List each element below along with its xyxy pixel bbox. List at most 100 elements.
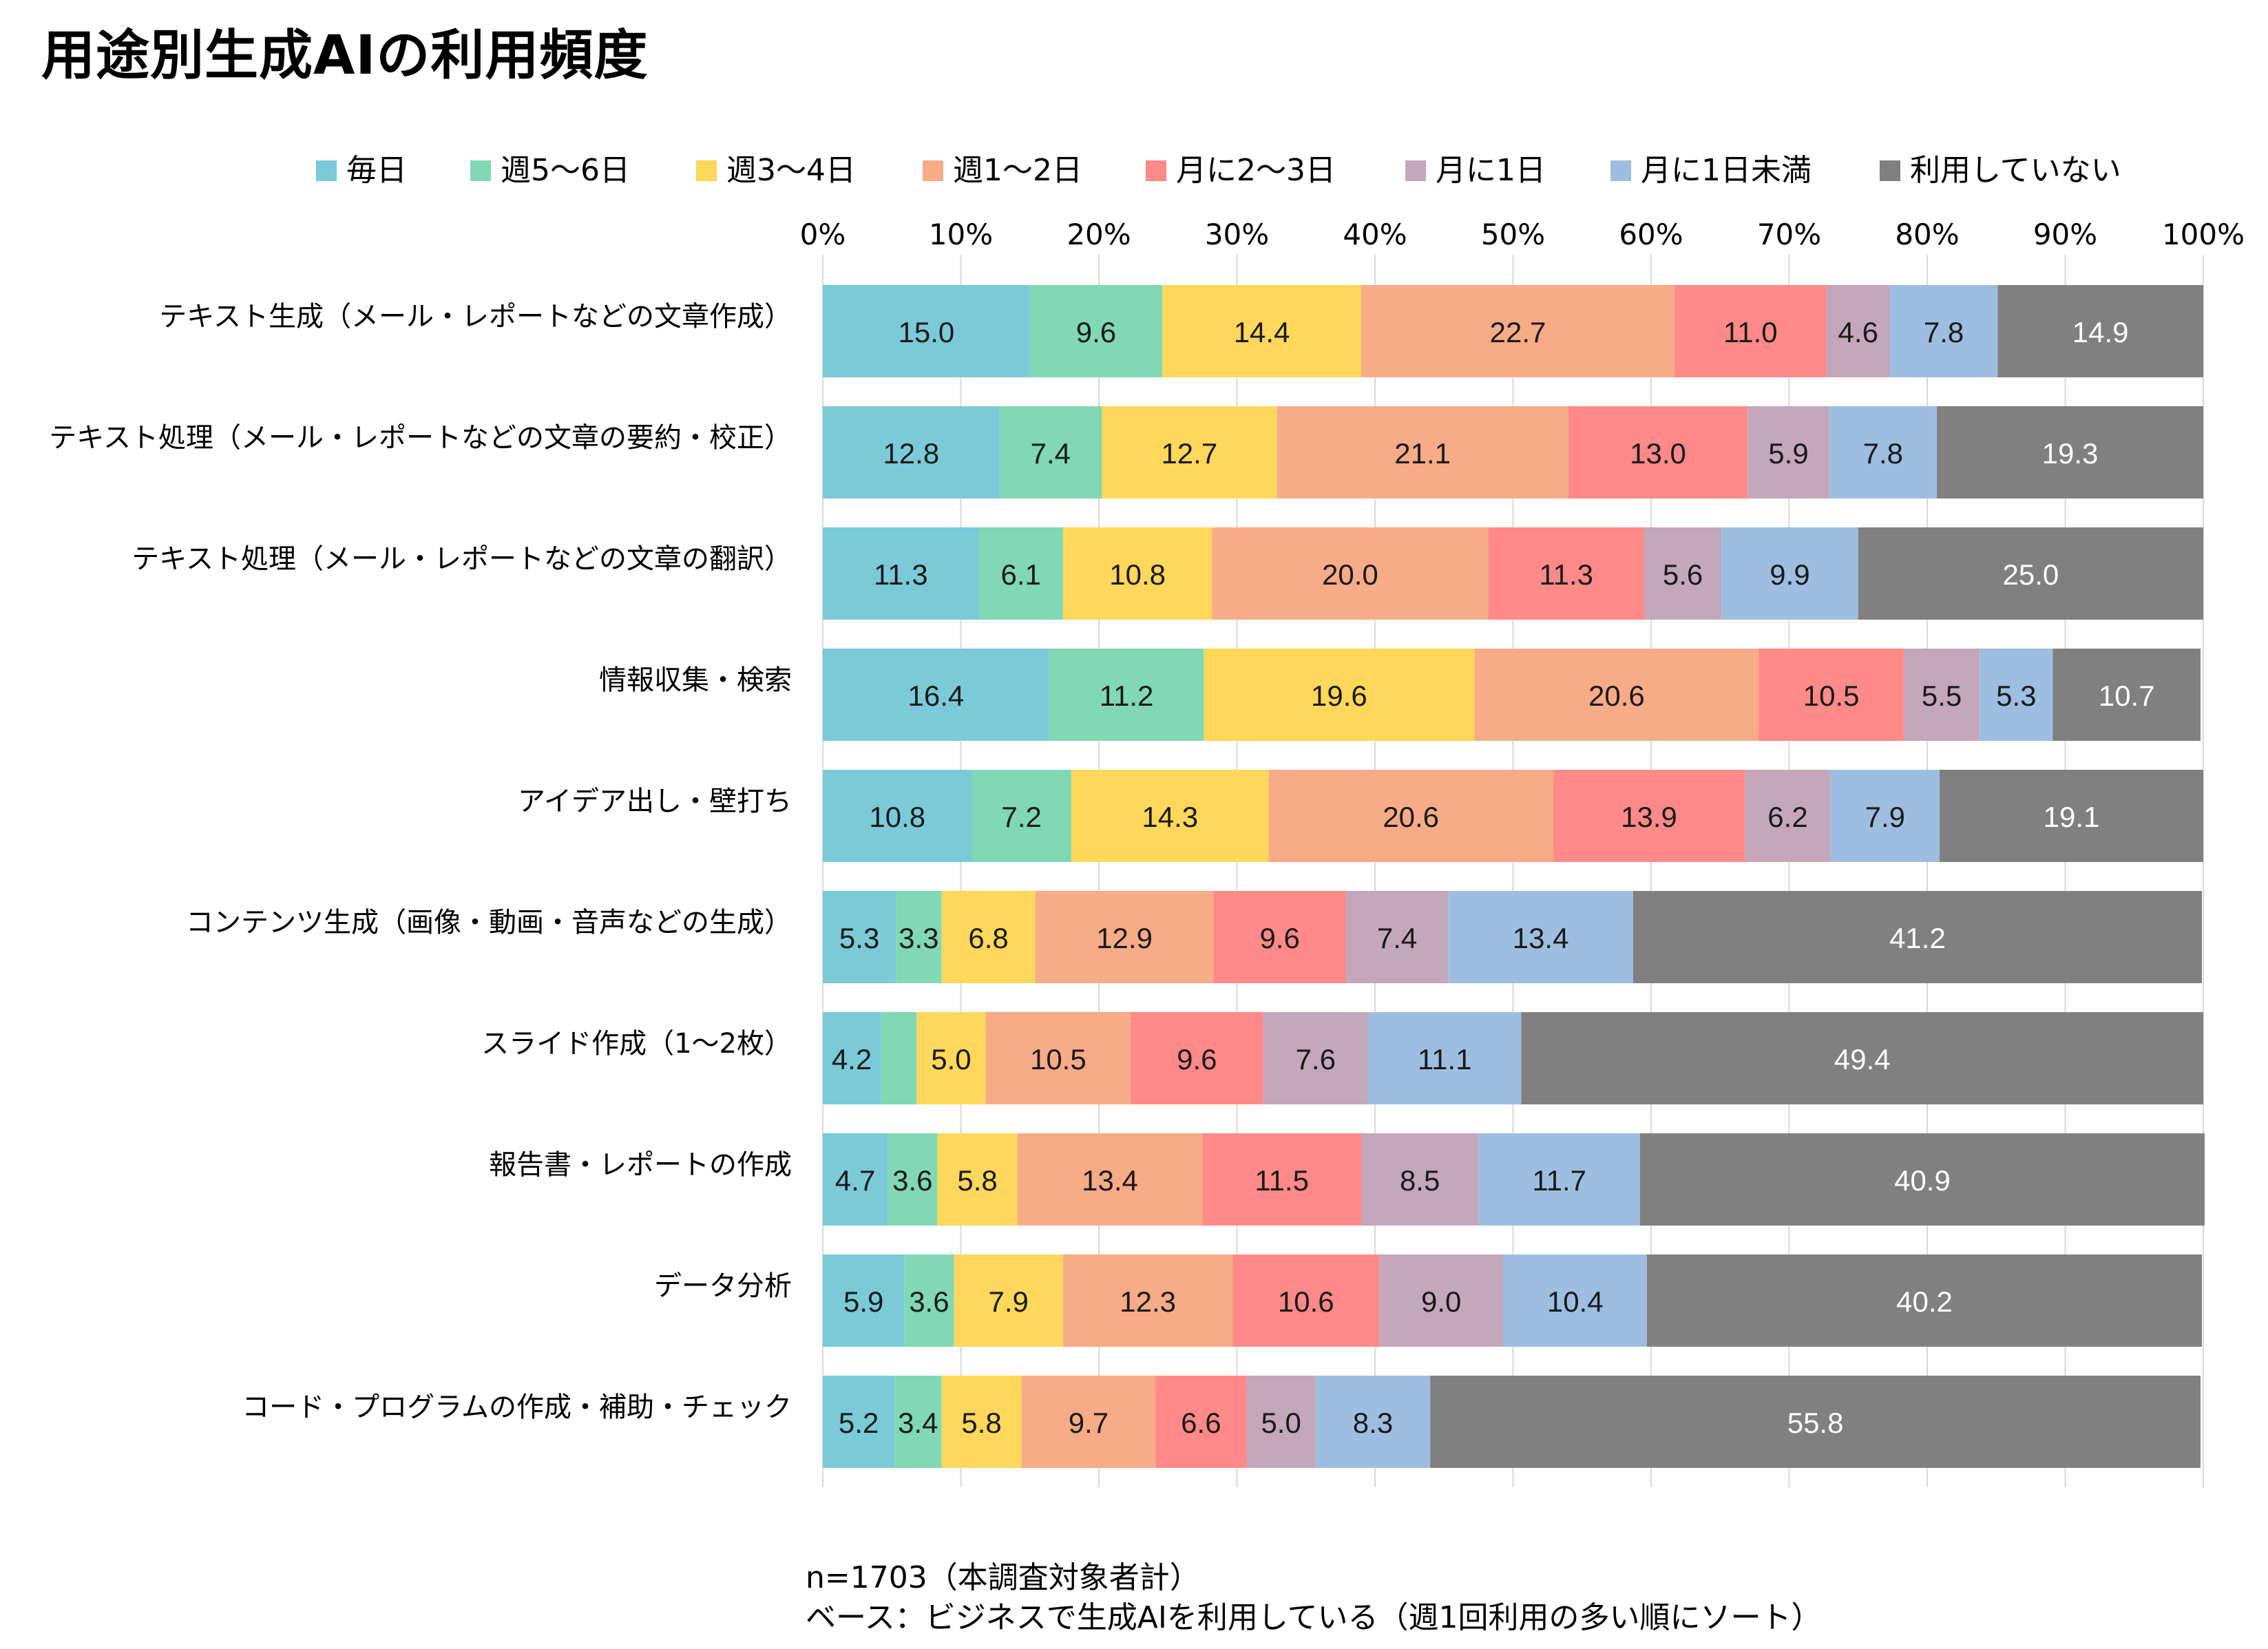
bar-segment (1858, 527, 2203, 620)
bar-segment (1430, 1376, 2201, 1468)
data-label: 40.2 (1896, 1285, 1953, 1318)
category-label: 報告書・レポートの作成 (489, 1149, 792, 1181)
bar-segment (1903, 649, 1980, 741)
legend-label: 週1〜2日 (953, 153, 1082, 188)
data-label: 9.7 (1069, 1407, 1109, 1439)
category-label: コンテンツ生成（画像・動画・音声などの生成） (186, 907, 792, 938)
bar-segment (823, 406, 1000, 498)
bar-segment (941, 1376, 1022, 1468)
bar-segment (1213, 891, 1346, 983)
data-label: 5.5 (1922, 680, 1962, 712)
bar-segment (1204, 649, 1475, 741)
bar-segment (1478, 1133, 1640, 1226)
data-label: 5.0 (931, 1043, 971, 1075)
data-label: 6.2 (1767, 801, 1807, 833)
data-label: 7.8 (1863, 437, 1903, 470)
data-label: 41.2 (1889, 922, 1946, 954)
data-label: 14.3 (1142, 801, 1198, 833)
bar-segment (1488, 527, 1644, 620)
data-label: 5.8 (957, 1164, 997, 1197)
legend-label: 毎日 (346, 153, 407, 188)
data-label: 5.3 (1996, 680, 2036, 712)
bar-segment (1361, 1133, 1479, 1226)
bar-segment (1277, 406, 1568, 498)
data-label: 10.8 (1109, 558, 1166, 591)
x-axis-ticks: 0% 10% 20% 30% 40% 50% 60% 70% 80% 90% 100% (800, 218, 2245, 251)
data-label: 9.6 (1259, 922, 1299, 954)
category-label: データ分析 (654, 1270, 792, 1302)
data-label: 10.5 (1030, 1043, 1086, 1075)
data-label: 7.4 (1031, 437, 1071, 470)
legend-swatch (1610, 160, 1631, 181)
x-tick-label: 100% (2162, 218, 2245, 251)
bar-segment (1379, 1254, 1504, 1347)
sample-size-note: n=1703（本調査対象者計） (806, 1560, 1200, 1595)
category-label: テキスト処理（メール・レポートなどの文章の翻訳） (132, 543, 792, 575)
x-tick-label: 10% (929, 218, 993, 251)
bar-segment (1062, 527, 1212, 620)
data-label: 4.2 (832, 1043, 872, 1075)
bar-segment (1745, 770, 1831, 862)
category-label: 情報収集・検索 (599, 664, 792, 696)
data-label: 19.3 (2042, 437, 2099, 470)
data-label: 12.7 (1161, 437, 1217, 470)
data-label: 14.9 (2072, 316, 2129, 348)
bar-segment (1503, 1254, 1647, 1347)
chart-title: 用途別生成AIの利用頻度 (41, 25, 649, 87)
data-label: 5.9 (843, 1285, 883, 1318)
legend-swatch (1405, 160, 1426, 181)
data-label: 11.1 (1418, 1043, 1472, 1075)
bar-segment (941, 891, 1036, 983)
bar-segment (1639, 1133, 2205, 1226)
bar-segment (978, 527, 1063, 620)
bar-segment (1674, 285, 1827, 377)
bar-segment (999, 406, 1102, 498)
data-label: 9.6 (1177, 1043, 1217, 1075)
data-label: 19.1 (2044, 801, 2100, 833)
legend-swatch (316, 160, 337, 181)
data-label: 20.0 (1322, 558, 1378, 591)
data-label: 11.5 (1254, 1164, 1309, 1197)
bar-segment (823, 770, 972, 862)
data-label: 15.0 (899, 316, 955, 348)
data-label: 7.9 (1865, 801, 1905, 833)
bars: 15.0 9.6 14.4 22.7 11.0 4.6 7.8 14.9 12.8 7.4 12.7… (823, 285, 2205, 1468)
x-tick-label: 60% (1619, 218, 1683, 251)
bar-segment (1889, 285, 1998, 377)
bar-segment (1021, 1376, 1156, 1468)
data-label: 13.0 (1630, 437, 1686, 470)
x-tick-label: 80% (1895, 218, 1959, 251)
bar-segment (1829, 406, 1938, 498)
bar-segment (823, 1376, 895, 1468)
legend-label: 週3〜4日 (726, 153, 856, 188)
data-label: 12.3 (1120, 1285, 1176, 1318)
data-label: 21.1 (1394, 437, 1451, 470)
bar-segment (1367, 1012, 1522, 1104)
bar-segment (1017, 1133, 1203, 1226)
bar-segment (823, 649, 1049, 741)
data-label: 4.7 (835, 1164, 875, 1197)
x-tick-label: 0% (800, 218, 846, 251)
bar-segment (1830, 770, 1940, 862)
x-tick-label: 90% (2033, 218, 2097, 251)
legend-label: 週5〜6日 (501, 153, 630, 188)
bar-segment (1029, 285, 1163, 377)
data-label: 11.2 (1100, 680, 1154, 712)
data-label: 8.5 (1400, 1164, 1440, 1197)
bar-segment (1474, 649, 1759, 741)
bar-segment (1646, 1254, 2202, 1347)
data-label: 49.4 (1834, 1043, 1891, 1075)
bar-segment (1162, 285, 1361, 377)
legend-swatch (470, 160, 491, 181)
data-label: 22.7 (1490, 316, 1546, 348)
data-label: 20.6 (1588, 680, 1645, 712)
bar-segment (1940, 770, 2203, 862)
bar-segment (937, 1133, 1018, 1226)
data-label: 5.3 (839, 922, 879, 954)
data-label: 8.3 (1353, 1407, 1393, 1439)
category-label: コード・プログラムの作成・補助・チェック (242, 1391, 792, 1423)
data-label: 55.8 (1787, 1407, 1844, 1439)
bar-segment (823, 1254, 905, 1347)
data-label: 11.7 (1532, 1164, 1586, 1197)
data-label: 3.6 (909, 1285, 949, 1318)
